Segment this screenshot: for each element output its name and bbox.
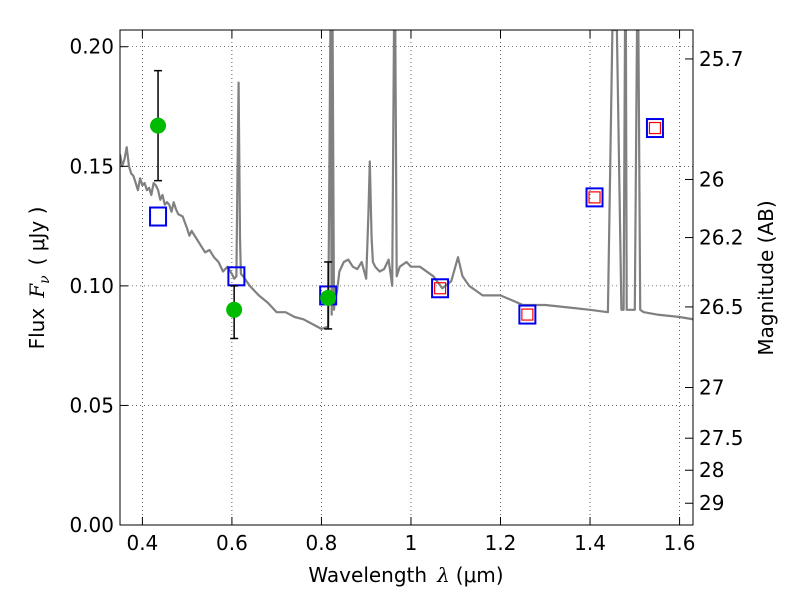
y2-axis-label: Magnitude (AB) <box>754 200 778 355</box>
y2-tick-label: 26.2 <box>699 226 744 250</box>
plot-frame <box>119 29 694 526</box>
y-axis-label: FluxFν( μJy ) <box>25 207 53 350</box>
y2-tick-label: 27 <box>699 376 724 400</box>
y2-tick-label: 25.7 <box>699 47 744 71</box>
observed-point <box>150 117 167 134</box>
y2-tick-label: 26 <box>699 167 724 191</box>
y2-tick-label: 29 <box>699 491 724 515</box>
model-inner-square-marker <box>521 308 534 321</box>
model-square-marker <box>149 206 168 227</box>
model-square-marker <box>431 278 450 299</box>
y2-tick-label: 26.5 <box>699 295 744 319</box>
observed-point <box>226 301 243 318</box>
y-tick-label: 0.10 <box>69 274 114 298</box>
y-tick-label: 0.20 <box>69 35 114 59</box>
x-tick-label: 1.2 <box>485 531 517 555</box>
model-square-marker <box>518 304 537 325</box>
y-tick-label: 0.00 <box>69 513 114 537</box>
x-tick-label: 0.8 <box>306 531 338 555</box>
model-square-marker <box>585 187 604 208</box>
spectrum-line <box>120 30 693 330</box>
observed-point <box>320 289 337 306</box>
y2-tick-label: 27.5 <box>699 426 744 450</box>
y-tick-label: 0.05 <box>69 393 114 417</box>
ticks: 0.4 0.6 0.8 1 1.2 1.4 1.6 0.00 0.05 0.10 0.15 0.20 2… <box>69 30 744 555</box>
x-tick-label: 1 <box>405 531 418 555</box>
model-inner-square-marker <box>588 191 601 204</box>
x-tick-label: 1.6 <box>664 531 696 555</box>
y-tick-label: 0.15 <box>69 154 114 178</box>
x-tick-label: 0.6 <box>216 531 248 555</box>
model-inner-square-marker <box>648 121 662 135</box>
x-tick-label: 0.4 <box>126 531 158 555</box>
x-axis-label: Wavelength λ (μm) <box>308 563 503 587</box>
model-square-marker <box>645 118 664 139</box>
y2-tick-label: 28 <box>699 458 724 482</box>
grid <box>120 30 693 526</box>
model-inner-square-marker <box>433 282 447 295</box>
x-tick-label: 1.4 <box>574 531 606 555</box>
markers <box>149 69 664 340</box>
